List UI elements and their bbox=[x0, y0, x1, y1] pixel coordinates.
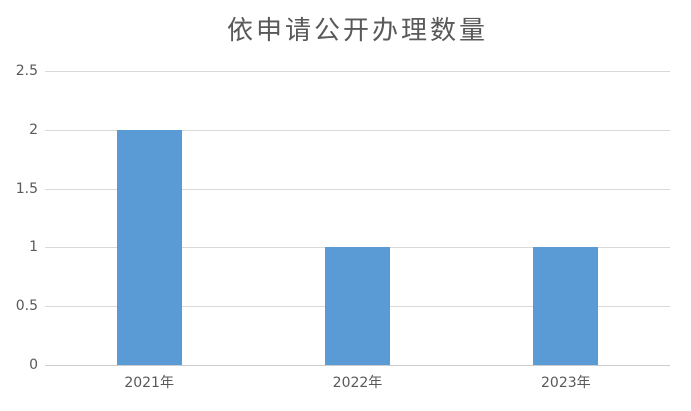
x-tick-label-2022年: 2022年 bbox=[332, 375, 383, 391]
y-tick-label-1.5: 1.5 bbox=[15, 180, 38, 197]
bar-2022年 bbox=[325, 247, 390, 365]
gridline-2.5 bbox=[45, 71, 670, 72]
y-tick-label-0: 0 bbox=[29, 357, 38, 373]
y-tick-label-0.5: 0.5 bbox=[15, 298, 38, 315]
bar-2021年 bbox=[116, 130, 182, 365]
x-axis-line bbox=[45, 365, 670, 366]
chart-title: 依申请公开办理数量 bbox=[226, 16, 488, 46]
x-tick-label-2023年: 2023年 bbox=[541, 375, 591, 391]
y-tick-label-2.5: 2.5 bbox=[15, 63, 38, 79]
gridline-1.5 bbox=[45, 188, 670, 190]
y-tick-label-1: 1 bbox=[29, 239, 38, 256]
x-tick-label-2021年: 2021年 bbox=[124, 375, 174, 391]
bar-2023年 bbox=[533, 247, 599, 365]
y-tick-label-2: 2 bbox=[29, 121, 38, 138]
plot-area bbox=[45, 71, 670, 366]
gridline-2 bbox=[45, 129, 670, 131]
